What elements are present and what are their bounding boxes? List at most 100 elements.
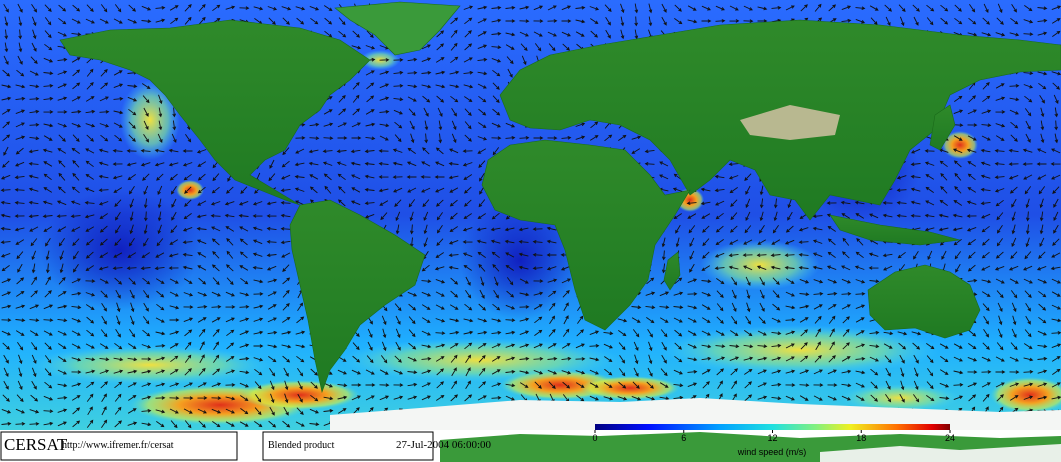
wind-arrow [994, 188, 1005, 193]
wind-arrow [995, 96, 1006, 101]
wind-arrow [953, 395, 964, 401]
wind-arrow [1024, 329, 1032, 338]
wind-arrow [1, 304, 12, 309]
wind-arrow [519, 31, 529, 37]
wind-arrow [899, 393, 905, 403]
wind-arrow [673, 369, 683, 375]
wind-arrow [99, 252, 109, 258]
wind-arrow [141, 382, 152, 387]
wind-arrow [71, 370, 82, 374]
wind-arrow [519, 343, 530, 348]
wind-arrow [646, 277, 655, 285]
wind-arrow [85, 123, 96, 128]
wind-arrow [575, 357, 586, 361]
japan [929, 104, 956, 151]
wind-arrow [855, 18, 866, 24]
logo: CERSAT [4, 435, 68, 454]
wind-arrow [57, 31, 67, 37]
wind-arrow [996, 212, 1004, 221]
wind-arrow [548, 302, 556, 311]
wind-arrow [183, 382, 193, 388]
wind-arrow [155, 331, 166, 336]
wind-arrow [981, 356, 991, 362]
wind-arrow [1053, 94, 1059, 104]
wind-arrow [1008, 148, 1019, 153]
wind-arrow [758, 316, 766, 325]
wind-arrow [196, 226, 207, 231]
wind-arrow [0, 188, 11, 193]
wind-arrow [448, 161, 459, 166]
wind-arrow [674, 4, 682, 12]
wind-arrow [1023, 357, 1034, 362]
wind-arrow [604, 4, 612, 13]
wind-arrow [953, 356, 963, 362]
wind-arrow [1037, 278, 1048, 284]
wind-arrow [967, 123, 978, 127]
wind-arrow [729, 187, 738, 194]
wind-arrow [15, 147, 24, 155]
wind-arrow [618, 330, 627, 337]
wind-arrow [1051, 318, 1061, 323]
wind-arrow [714, 266, 725, 271]
wind-arrow [800, 4, 808, 12]
wind-arrow [197, 161, 207, 167]
wind-arrow [826, 265, 837, 271]
wind-arrow [127, 382, 137, 388]
wind-arrow [225, 5, 236, 10]
wind-arrow [15, 161, 25, 167]
wind-arrow [995, 278, 1005, 284]
wind-arrow [980, 174, 991, 179]
wind-arrow [3, 380, 9, 390]
wind-arrow [940, 185, 948, 194]
wind-arrow [464, 30, 472, 38]
wind-arrow [435, 278, 446, 284]
antarctic-ice [820, 444, 1061, 462]
wind-arrow [197, 317, 207, 323]
wind-arrow [938, 213, 949, 218]
wind-arrow [1010, 134, 1018, 142]
wind-arrow [575, 135, 586, 140]
wind-arrow [86, 329, 95, 337]
wind-arrow [912, 4, 920, 12]
wind-arrow [280, 240, 291, 245]
antarctica [330, 398, 1061, 430]
wind-arrow [633, 341, 639, 351]
wind-arrow [855, 330, 865, 336]
wind-arrow [267, 291, 277, 297]
wind-arrow [798, 252, 809, 257]
url[interactable]: http://www.ifremer.fr/cersat [62, 440, 174, 451]
wind-arrow [519, 5, 530, 10]
wind-arrow [842, 328, 850, 337]
wind-arrow [952, 148, 963, 154]
wind-arrow [182, 240, 193, 245]
wind-arrow [408, 316, 416, 325]
wind-arrow [995, 83, 1005, 89]
wind-arrow [659, 174, 669, 180]
wind-arrow [32, 29, 37, 40]
wind-arrow [98, 174, 109, 179]
wind-arrow [1037, 395, 1048, 400]
wind-arrow [491, 57, 502, 63]
wind-arrow [15, 239, 25, 245]
wind-arrow [982, 393, 990, 402]
wind-arrow [759, 185, 764, 196]
wind-arrow [15, 109, 26, 115]
wind-arrow [365, 45, 376, 50]
wind-arrow [462, 240, 473, 244]
wind-arrow [366, 82, 375, 90]
wind-arrow [43, 161, 53, 167]
wind-arrow [798, 265, 809, 270]
wind-arrow [240, 186, 248, 195]
wind-arrow [785, 278, 795, 284]
wind-arrow [170, 185, 177, 195]
wind-arrow [435, 84, 446, 89]
wind-arrow [378, 175, 389, 179]
wind-arrow [31, 42, 37, 52]
wind-arrow [519, 317, 530, 322]
wind-arrow [505, 318, 516, 323]
wind-arrow [969, 4, 976, 13]
wind-arrow [267, 330, 278, 335]
wind-arrow [182, 265, 193, 270]
wind-arrow [519, 370, 530, 375]
